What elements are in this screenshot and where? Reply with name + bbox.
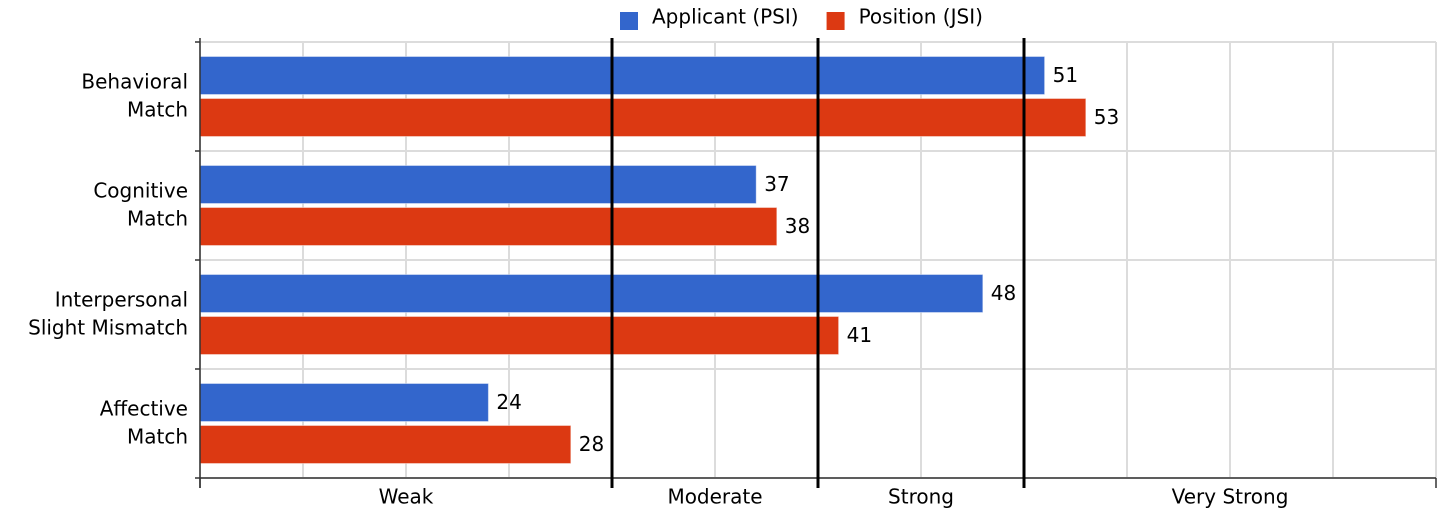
y-tick-label-line: Match bbox=[127, 206, 188, 230]
y-tick-label: Cognitive Match bbox=[93, 178, 188, 230]
legend-swatch bbox=[620, 12, 638, 30]
legend-label: Applicant (PSI) bbox=[652, 5, 799, 29]
data-label: 41 bbox=[847, 323, 872, 347]
y-tick-label: Interpersonal Slight Mismatch bbox=[28, 287, 188, 339]
zone-label: Very Strong bbox=[1172, 485, 1289, 509]
y-tick-label-line: Match bbox=[127, 424, 188, 448]
bar bbox=[199, 425, 572, 464]
legend-swatch bbox=[826, 12, 845, 30]
y-tick-label: Behavioral Match bbox=[81, 69, 188, 121]
zone-label: Strong bbox=[888, 485, 954, 509]
legend-label: Position (JSI) bbox=[859, 5, 983, 29]
bar bbox=[199, 316, 840, 355]
y-tick-label-line: Slight Mismatch bbox=[28, 315, 188, 339]
bar bbox=[199, 274, 984, 313]
zone-label: Moderate bbox=[667, 485, 762, 509]
data-label: 28 bbox=[579, 432, 604, 456]
y-tick-label-line: Match bbox=[127, 97, 188, 121]
zone-label: Weak bbox=[379, 485, 434, 509]
bar bbox=[199, 56, 1046, 95]
data-label: 37 bbox=[764, 172, 789, 196]
data-label: 51 bbox=[1053, 63, 1078, 87]
y-tick-label-line: Interpersonal bbox=[55, 287, 188, 311]
data-label: 53 bbox=[1094, 105, 1119, 129]
data-label: 24 bbox=[496, 390, 521, 414]
y-tick-label-line: Affective bbox=[100, 396, 188, 420]
bar bbox=[199, 383, 489, 422]
bar bbox=[199, 165, 757, 204]
data-label: 38 bbox=[785, 214, 810, 238]
y-tick-label: Affective Match bbox=[100, 396, 188, 448]
data-label: 48 bbox=[991, 281, 1016, 305]
bar bbox=[199, 207, 778, 246]
y-tick-label-line: Behavioral bbox=[81, 69, 188, 93]
y-tick-label-line: Cognitive bbox=[93, 178, 188, 202]
bar bbox=[199, 98, 1087, 137]
